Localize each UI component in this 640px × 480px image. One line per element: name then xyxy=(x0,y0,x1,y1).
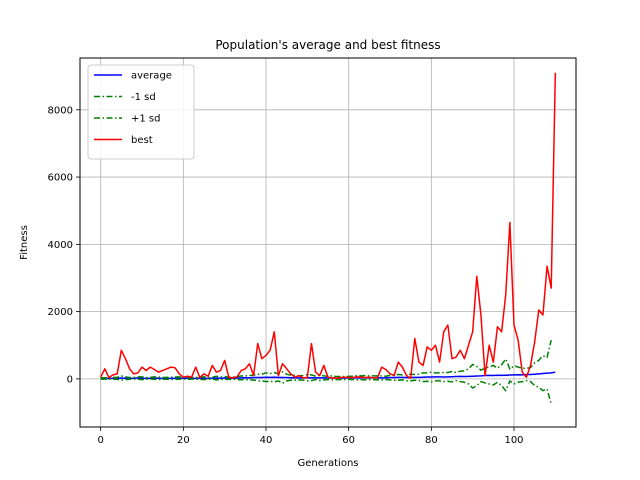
legend-label: -1 sd xyxy=(131,92,156,103)
y-axis-title: Fitness xyxy=(19,225,30,260)
plot-frame xyxy=(79,57,577,428)
plot-series xyxy=(99,72,557,405)
y-tick-label: 2000 xyxy=(48,307,73,318)
series-line-1-sd xyxy=(100,340,552,379)
y-tick-label: 4000 xyxy=(48,240,73,251)
series-line-1-sd xyxy=(100,378,552,405)
axis-ticks: 0 20 40 60 80 100 0 2000 4000 6000 8000 xyxy=(48,105,524,446)
y-tick-label: 6000 xyxy=(48,173,73,184)
x-tick-label: 60 xyxy=(342,435,355,446)
x-tick-label: 20 xyxy=(177,435,190,446)
y-tick-label: 8000 xyxy=(48,105,73,116)
legend-label: best xyxy=(131,135,153,146)
x-tick-label: 0 xyxy=(97,435,103,446)
legend-box xyxy=(87,64,195,160)
x-tick-label: 100 xyxy=(504,435,523,446)
x-tick-label: 80 xyxy=(425,435,438,446)
series-line-best xyxy=(99,72,557,379)
chart-title: Population's average and best fitness xyxy=(215,38,440,52)
x-axis-title: Generations xyxy=(298,458,359,469)
legend: average -1 sd +1 sd best xyxy=(87,64,195,160)
legend-label: +1 sd xyxy=(131,114,160,125)
y-tick-label: 0 xyxy=(67,374,73,385)
legend-label: average xyxy=(131,71,172,82)
x-tick-label: 40 xyxy=(260,435,273,446)
